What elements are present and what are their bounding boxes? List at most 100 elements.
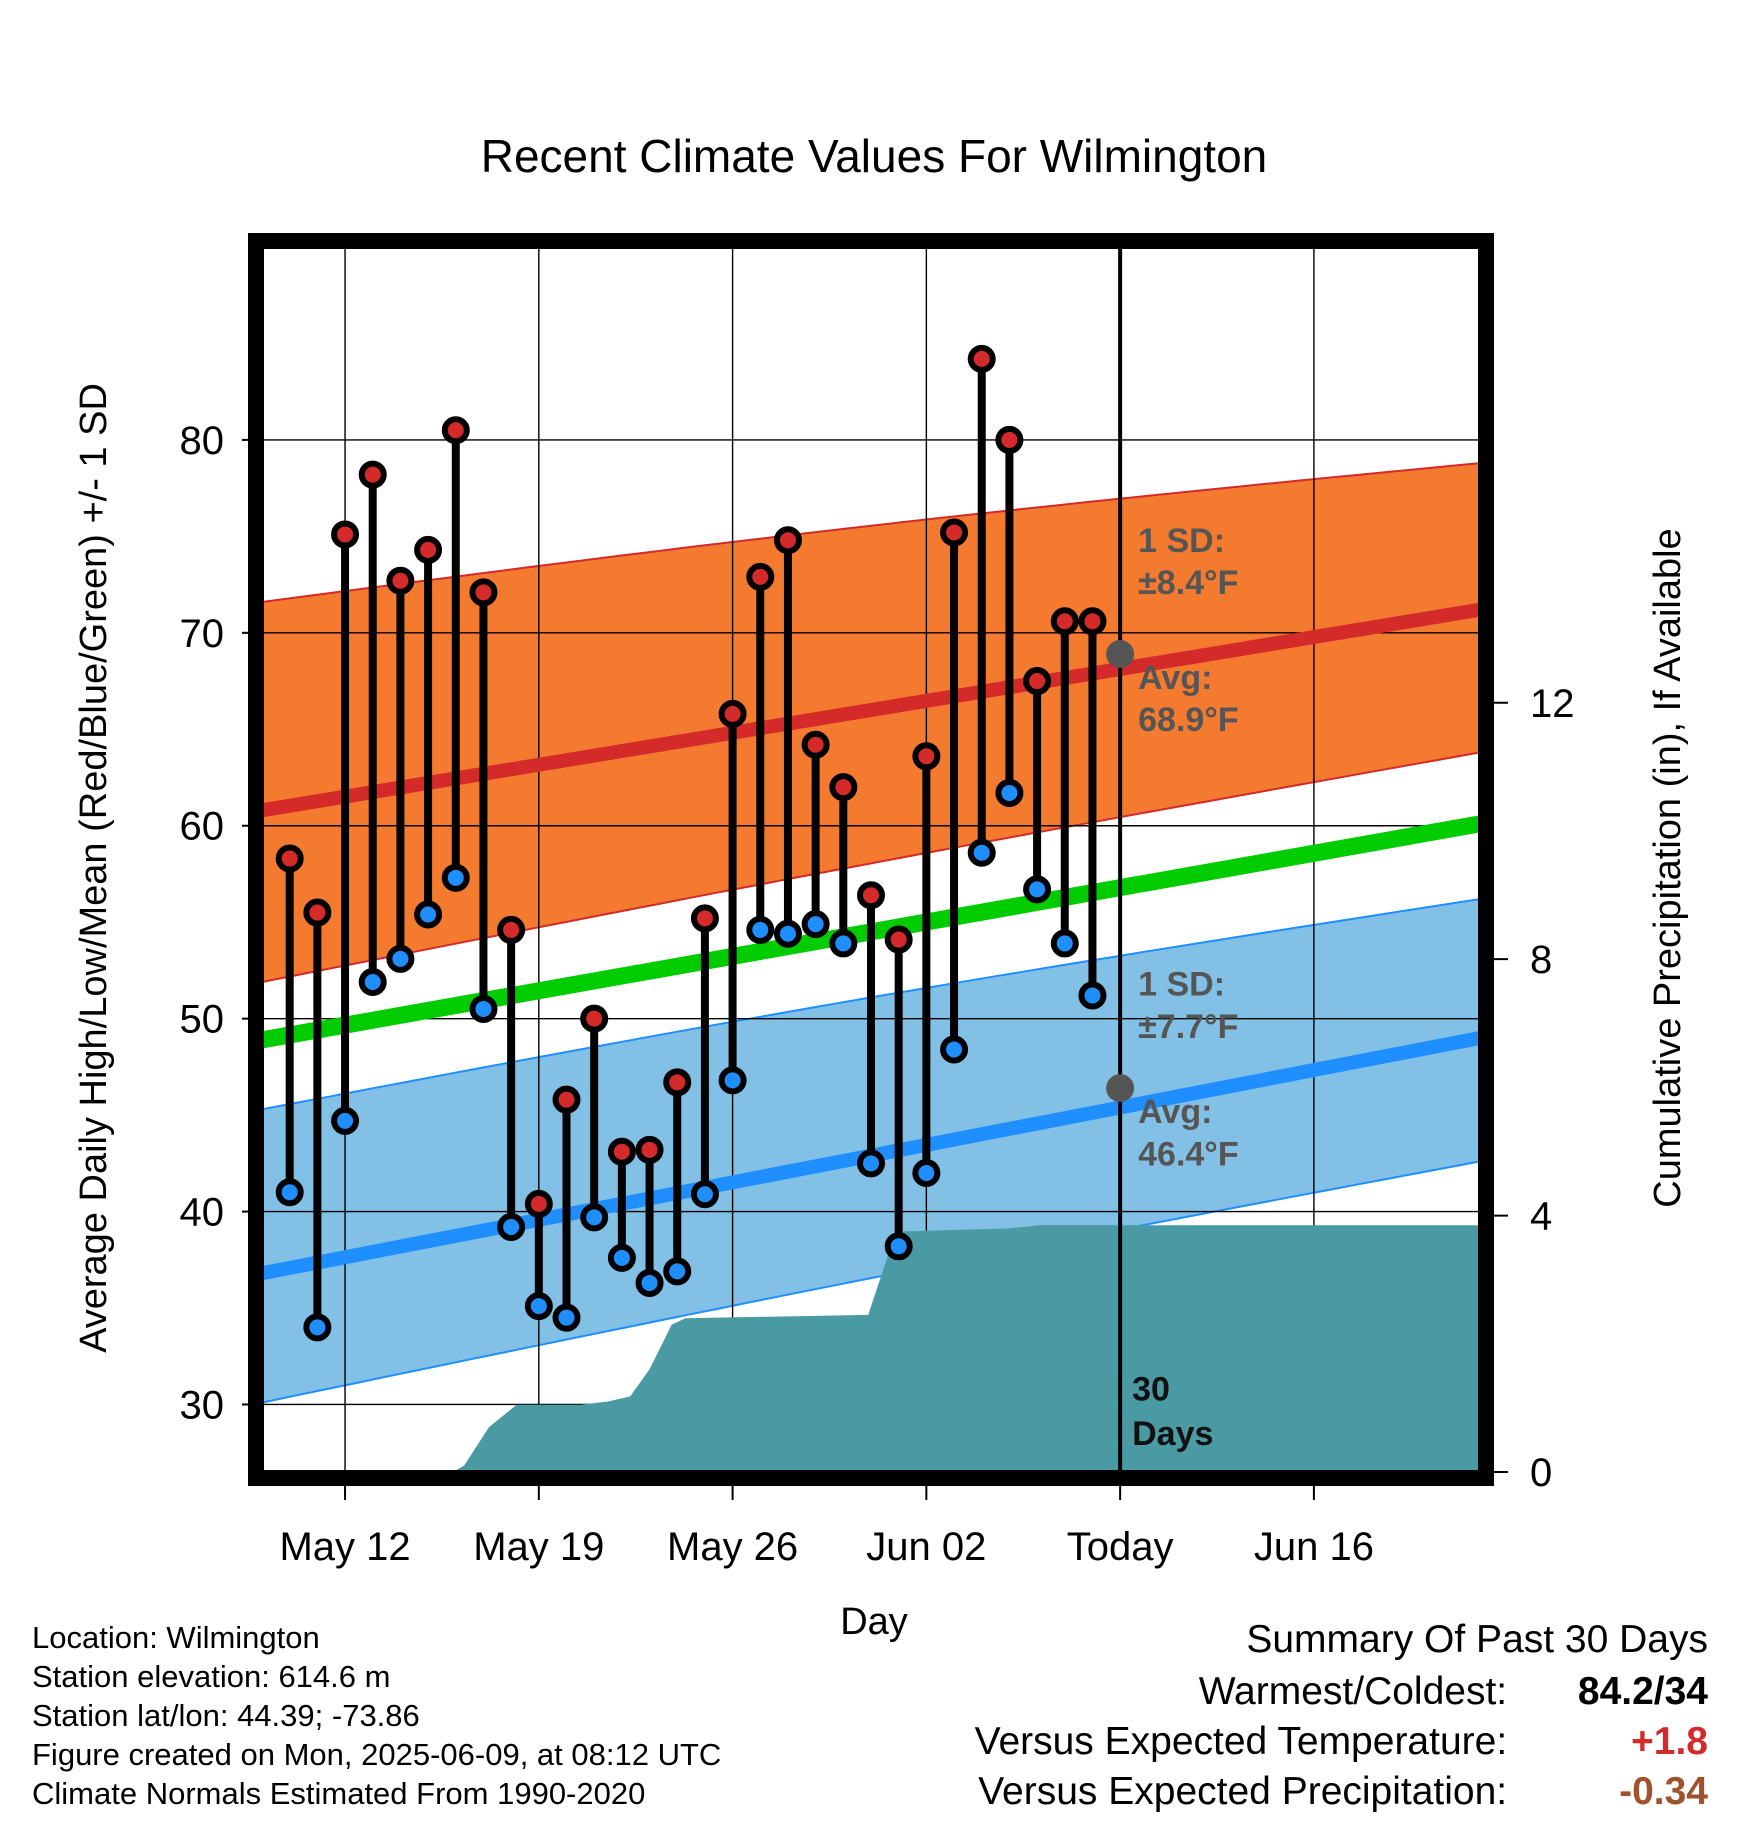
daily-high-point [801,730,830,759]
daily-low-point [441,863,470,892]
temp-value: +1.8 [1631,1720,1708,1763]
low-avg-label: Avg: [1138,1093,1212,1131]
daily-high-point [607,1137,636,1166]
low-sd-label: 1 SD: [1138,966,1225,1004]
normals-text: Climate Normals Estimated From 1990-2020 [32,1776,646,1811]
summary-precip-row: Versus Expected Precipitation: -0.34 [978,1770,1708,1814]
chart-title: Recent Climate Values For Wilmington [481,130,1268,182]
high-sd-label: 1 SD: [1138,522,1225,560]
daily-high-point [469,578,498,607]
daily-low-point [940,1035,969,1064]
daily-high-point [1078,607,1107,636]
daily-high-point [331,520,360,549]
x-tick-label: May 12 [279,1525,410,1569]
daily-high-point [497,915,526,944]
daily-high-point [552,1085,581,1114]
daily-high-point [995,425,1024,454]
daily-high-point [1023,667,1052,696]
y-tick-label: 80 [180,419,225,463]
period-label-number: 30 [1132,1371,1170,1409]
daily-low-point [414,900,443,929]
daily-high-point [718,699,747,728]
summary-temp-row: Versus Expected Temperature: +1.8 [975,1720,1708,1764]
daily-low-point [1050,929,1079,958]
precip-label: Versus Expected Precipitation: [978,1770,1508,1813]
daily-low-point [746,915,775,944]
plot-frame [248,233,1494,1486]
high-avg-today-marker [1106,640,1135,669]
y2-tick-label: 4 [1530,1195,1552,1239]
daily-high-point [967,344,996,373]
low-avg-value: 46.4°F [1138,1135,1239,1173]
warmest-value: 84.2/34 [1577,1670,1708,1713]
daily-high-point [386,566,415,595]
daily-low-point [718,1066,747,1095]
daily-high-point [912,742,941,771]
daily-low-point [663,1257,692,1286]
daily-high-point [940,518,969,547]
daily-low-point [857,1149,885,1178]
daily-low-point [884,1232,913,1261]
daily-low-point [552,1303,581,1332]
low-avg-today-marker [1106,1074,1135,1103]
y-tick-label: 30 [180,1383,225,1427]
y-tick-label: 40 [180,1191,225,1235]
daily-low-point [967,838,996,867]
daily-high-point [690,904,719,933]
daily-series [275,344,1107,1342]
precip-value: -0.34 [1619,1770,1708,1813]
x-axis-label: Day [840,1601,908,1643]
daily-low-point [690,1180,719,1209]
daily-low-point [801,910,830,939]
daily-high-point [663,1068,692,1097]
daily-high-point [580,1004,609,1033]
low-sd-value: ±7.7°F [1138,1008,1238,1046]
x-tick-label: May 19 [473,1525,604,1569]
y2-tick-label: 0 [1530,1451,1552,1495]
x-tick-label: Today [1067,1525,1174,1569]
daily-low-point [912,1158,941,1187]
high-normal-line [260,602,1482,818]
summary-title: Summary Of Past 30 Days [1246,1618,1708,1661]
y-axis-label: Average Daily High/Low/Mean (Red/Blue/Gr… [73,383,115,1353]
temp-label: Versus Expected Temperature: [974,1720,1508,1763]
daily-low-point [995,778,1024,807]
high-avg-value: 68.9°F [1138,701,1239,739]
daily-low-point [331,1106,360,1135]
daily-low-point [607,1243,636,1272]
daily-high-point [303,898,332,927]
axes: 30 40 50 60 70 80 0 4 8 12 May 12 May 19 May 26 Jun 0… [180,233,1575,1569]
daily-low-point [386,944,415,973]
daily-high-point [358,460,387,489]
station-info: Location: Wilmington Station elevation: … [32,1618,721,1813]
daily-low-point [497,1213,526,1241]
y2-tick-label: 12 [1530,682,1575,726]
warmest-label: Warmest/Coldest: [1198,1670,1508,1713]
precipitation-fill [262,1225,1480,1472]
latlon-text: Station lat/lon: 44.39; -73.86 [32,1698,420,1733]
daily-low-point [358,968,387,996]
high-sd-value: ±8.4°F [1138,564,1238,602]
daily-high-point [524,1189,553,1218]
daily-low-point [635,1268,664,1297]
daily-high-point [773,526,802,555]
x-tick-label: Jun 02 [866,1525,986,1569]
daily-low-point [580,1203,609,1232]
daily-low-point [524,1292,553,1321]
daily-high-point [441,416,470,445]
daily-high-point [884,925,913,954]
location-text: Location: Wilmington [32,1620,320,1655]
daily-high-point [1050,607,1079,636]
daily-low-point [303,1313,332,1342]
annotations: 1 SD: ±8.4°F Avg: 68.9°F 1 SD: ±7.7°F Avg: 46.4… [1106,247,1239,1472]
daily-high-point [829,773,858,802]
daily-low-point [469,995,498,1024]
elevation-text: Station elevation: 614.6 m [32,1659,391,1694]
daily-low-point [1078,981,1107,1010]
daily-high-point [746,562,775,591]
y-tick-label: 70 [180,612,225,656]
daily-high-point [635,1135,664,1164]
created-text: Figure created on Mon, 2025-06-09, at 08… [32,1737,722,1772]
y2-axis-label: Cumulative Precipitation (in), If Availa… [1647,528,1689,1207]
y-tick-label: 50 [180,998,225,1042]
